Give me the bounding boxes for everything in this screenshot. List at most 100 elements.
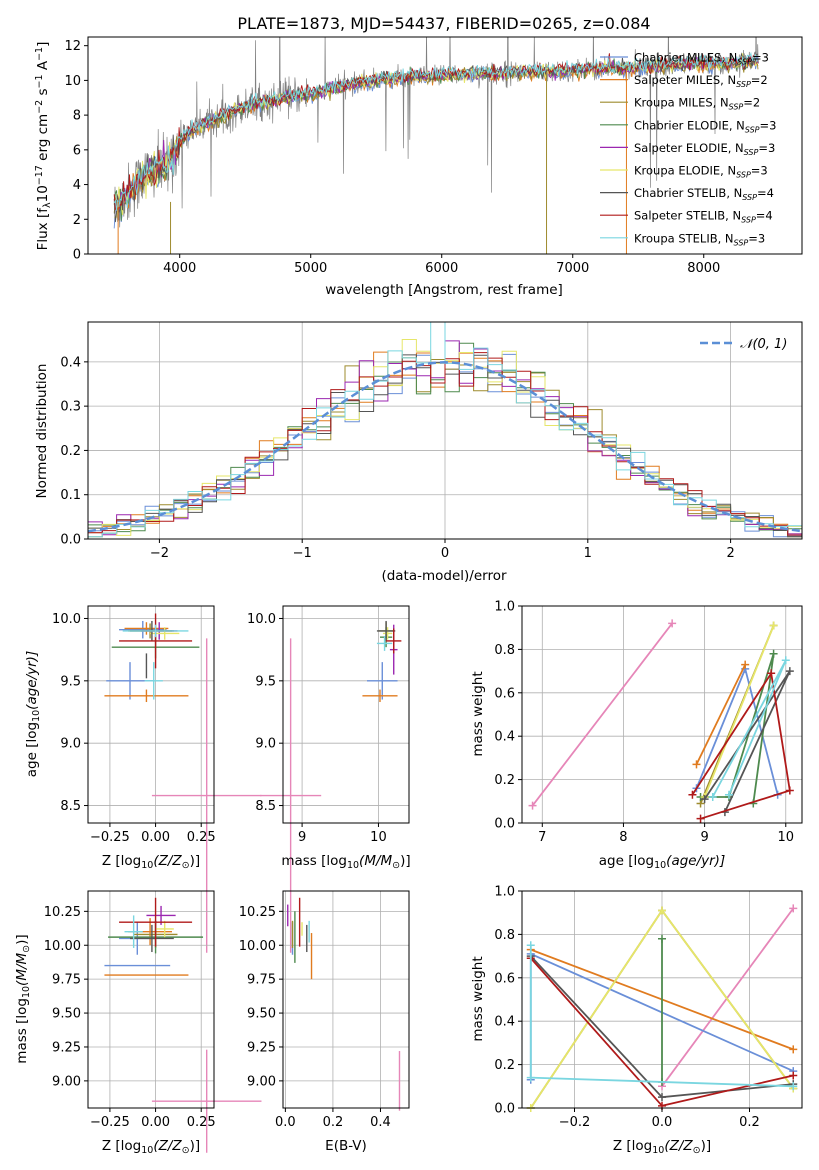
weight-point-marker <box>789 904 798 913</box>
mass-age-x-ticks: 9 10 <box>298 823 387 845</box>
y-tick-label: 10.0 <box>52 612 81 627</box>
spectrum-plot-area <box>113 37 759 254</box>
z-weight-y-label: mass weight <box>470 956 486 1041</box>
x-tick-label: 2 <box>726 546 734 561</box>
y-tick-label: 9.75 <box>52 973 81 988</box>
age-weight-axes-frame <box>521 605 803 824</box>
residuals-y-label: Normed distribution <box>34 364 50 499</box>
y-tick-label: 4 <box>73 178 81 193</box>
x-tick-label: 0.4 <box>370 1115 391 1130</box>
age-weight-x-label: age [log10(age/yr)] <box>599 853 725 871</box>
z-mass-x-ticks: −0.25 0.00 0.25 <box>90 1108 216 1130</box>
x-tick-label: 0.25 <box>187 830 216 845</box>
weight-point-marker <box>789 1071 798 1080</box>
mass-age-grid <box>283 606 409 823</box>
z-mass-panel: −0.25 0.00 0.25 9.00 9.25 9.50 9.75 10.00 10.25… <box>14 890 262 1156</box>
weight-point-marker <box>724 790 733 799</box>
z-mass-y-ticks: 9.00 9.25 9.50 9.75 10.00 10.25 <box>44 905 88 1089</box>
model-spectrum-line <box>113 52 759 223</box>
x-tick-label: 5000 <box>294 261 327 276</box>
y-tick-label: 0.4 <box>60 355 81 370</box>
ebv-mass-plot-area <box>287 897 401 1111</box>
y-tick-label: 0.6 <box>494 971 515 986</box>
x-tick-label: −0.25 <box>90 830 130 845</box>
legend-label: Salpeter ELODIE, NSSP=3 <box>634 141 775 157</box>
age-weight-y-label: mass weight <box>470 671 486 756</box>
y-tick-label: 2 <box>73 213 81 228</box>
x-tick-label: −0.2 <box>559 1115 591 1130</box>
age-weight-panel: 7 8 9 10 0.0 0.2 0.4 0.6 0.8 1.0 age [log10(age/… <box>470 600 803 871</box>
residuals-y-ticks: 0.0 0.1 0.2 0.3 0.4 <box>60 355 88 548</box>
z-age-y-label: age [log10(age/yr)] <box>24 651 42 777</box>
weight-point-marker <box>692 760 701 769</box>
x-tick-label: 0.2 <box>323 1115 344 1130</box>
x-tick-label: 0.2 <box>739 1115 760 1130</box>
z-mass-grid <box>88 891 214 1108</box>
residuals-axes-frame <box>87 321 803 540</box>
mass-age-x-label: mass [log10(M/M⊙)] <box>281 853 410 871</box>
weight-point-marker <box>741 660 750 669</box>
spectrum-legend: Chabrier MILES, NSSP=3 Salpeter MILES, NS… <box>600 51 776 247</box>
y-tick-label: 1.0 <box>494 885 515 900</box>
x-tick-label: 0.00 <box>141 830 170 845</box>
weight-point-marker <box>658 1093 666 1102</box>
y-tick-label: 9.50 <box>52 1007 81 1022</box>
x-tick-label: 0.00 <box>141 1115 170 1130</box>
x-tick-label: 6000 <box>425 261 458 276</box>
legend-label: Kroupa STELIB, NSSP=3 <box>634 231 765 247</box>
y-tick-label: 6 <box>73 143 81 158</box>
weight-point-marker <box>696 814 705 823</box>
x-tick-label: 9 <box>700 830 708 845</box>
y-tick-label: 8 <box>73 109 81 124</box>
z-mass-plot-area <box>104 897 262 1153</box>
y-tick-label: 12 <box>64 39 81 54</box>
z-age-grid <box>88 606 214 823</box>
x-tick-label: 0.0 <box>652 1115 673 1130</box>
z-weight-plot-area <box>526 904 798 1112</box>
x-tick-label: 9 <box>298 830 306 845</box>
ebv-mass-x-ticks: 0.0 0.2 0.4 <box>275 1108 391 1130</box>
y-tick-label: 0.0 <box>494 817 515 832</box>
y-tick-label: 0.6 <box>494 686 515 701</box>
y-tick-label: 10.0 <box>247 612 276 627</box>
y-tick-label: 10.25 <box>239 905 276 920</box>
spectrum-y-ticks: 0 2 4 6 8 10 12 <box>64 39 88 263</box>
figure-title: PLATE=1873, MJD=54437, FIBERID=0265, z=0… <box>237 14 650 33</box>
z-weight-axes-frame <box>521 890 803 1109</box>
y-tick-label: 9.00 <box>52 1074 81 1089</box>
mass-age-panel: 9 10 8.5 9.0 9.5 10.0 mass [log10(M/M⊙)] <box>247 605 411 953</box>
legend-label: Chabrier MILES, NSSP=3 <box>634 51 769 67</box>
legend-label: Chabrier ELODIE, NSSP=3 <box>634 118 776 134</box>
spectrum-panel: 4000 5000 6000 7000 8000 0 2 4 6 8 10 12 wavelengt… <box>34 36 803 298</box>
z-mass-x-label: Z [log10(Z/Z⊙)] <box>102 1138 200 1156</box>
y-tick-label: 0.8 <box>494 643 515 658</box>
weight-point-marker <box>668 619 677 628</box>
residual-histogram <box>88 352 802 536</box>
ebv-mass-x-label: E(B-V) <box>325 1138 367 1154</box>
y-tick-label: 0.2 <box>494 1058 515 1073</box>
y-tick-label: 0.2 <box>60 444 81 459</box>
legend-label: Salpeter STELIB, NSSP=4 <box>634 209 773 225</box>
weight-point-marker <box>526 1073 535 1082</box>
ebv-mass-axes-frame <box>282 890 410 1109</box>
weight-point-marker <box>769 649 778 658</box>
y-tick-label: 10.00 <box>44 939 81 954</box>
y-tick-label: 9.0 <box>255 737 276 752</box>
y-tick-label: 10 <box>64 74 81 89</box>
weight-point-marker <box>658 906 666 915</box>
y-tick-label: 10.00 <box>239 939 276 954</box>
residuals-x-ticks: −2 −1 0 1 2 <box>150 539 735 561</box>
y-tick-label: 0.4 <box>494 730 515 745</box>
residuals-plot-area <box>88 322 802 538</box>
x-tick-label: 0.25 <box>187 1115 216 1130</box>
legend-label: Chabrier STELIB, NSSP=4 <box>634 186 774 202</box>
x-tick-label: 7000 <box>556 261 589 276</box>
y-tick-label: 9.25 <box>247 1040 276 1055</box>
weight-point-marker <box>528 801 537 810</box>
z-mass-axes-frame <box>87 890 215 1109</box>
mass-age-y-ticks: 8.5 9.0 9.5 10.0 <box>247 612 283 814</box>
weight-point-marker <box>781 656 790 665</box>
spectrum-axes-frame <box>87 36 803 255</box>
weight-point-marker <box>708 792 717 801</box>
y-tick-label: 1.0 <box>494 600 515 615</box>
